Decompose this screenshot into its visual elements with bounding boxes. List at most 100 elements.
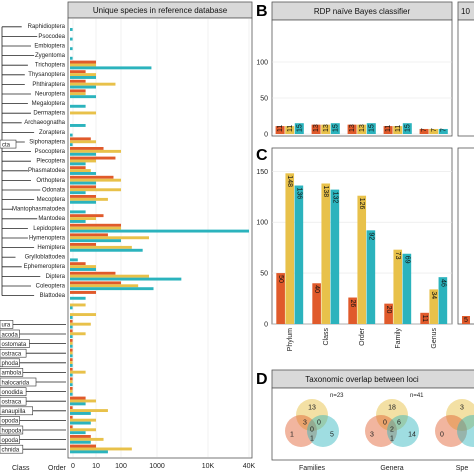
order-label: Coleoptera (36, 283, 66, 289)
panel-b-title: RDP naïve Bayes classifier (314, 7, 411, 16)
panel-c-bar-label: 20 (385, 306, 392, 314)
order-label: Neuroptera (35, 91, 66, 97)
panel-b-bar (393, 126, 403, 134)
class-axis-label: Class (12, 465, 30, 472)
class-label: opoda (2, 419, 19, 425)
panel-a-bar-0 (70, 396, 86, 400)
panel-a-bar-2 (70, 440, 91, 444)
order-label: Raphidioptera (28, 24, 66, 30)
panel-a-bar-1 (70, 188, 121, 192)
panel-b-bar-label: 13 (359, 124, 366, 132)
panel-a-bar-2 (70, 248, 143, 252)
order-label: Hemiptera (37, 245, 65, 251)
panel-b-bar-label: 7 (431, 128, 438, 132)
panel-a-bar-2 (70, 85, 96, 89)
panel-a-bar-0 (70, 60, 96, 64)
insecta-class-label: cta (2, 142, 11, 148)
panel-b-bar (321, 124, 331, 134)
panel-a-bar-1 (70, 217, 96, 221)
panel-a-bar-2 (70, 66, 152, 70)
class-label: ambola (2, 371, 22, 377)
panel-b-bar (402, 123, 412, 134)
panel-c-bar (276, 273, 285, 324)
panel-a-bar-0 (70, 329, 73, 333)
venn-region-value: 1 (310, 436, 314, 443)
class-label-box (0, 329, 20, 339)
panel-b-partial-tick: 10 (461, 7, 470, 16)
panel-a-bar-1 (70, 399, 96, 403)
order-label: Archaeognatha (24, 120, 65, 126)
panel-b-bar (438, 128, 448, 134)
panel-c-ytick: 50 (260, 271, 268, 278)
panel-a-bar-1 (70, 351, 73, 355)
venn-circle-orange (285, 415, 317, 447)
panel-c-bar-label: 138 (322, 185, 329, 197)
panel-a-bar-1 (70, 370, 86, 374)
panel-a-title: Unique species in reference database (93, 6, 228, 15)
panel-a-bar-2 (70, 306, 73, 310)
panel-a-bar-1 (70, 169, 91, 173)
panel-b-bar (383, 126, 393, 134)
panel-c-bar (321, 183, 331, 324)
panel-b-bar-label: 11 (395, 125, 402, 132)
panel-a-bar-0 (70, 387, 73, 390)
panel-a-bar-1 (70, 389, 73, 393)
panel-a-bar-2 (70, 354, 73, 358)
insecta-class-box (0, 139, 17, 149)
panel-a-bar-2 (70, 104, 86, 108)
panel-b-bar (330, 123, 340, 134)
panel-c-xtick: Phylum (287, 328, 294, 352)
order-label: Psocoptera (35, 149, 66, 155)
panel-a-bar-2 (70, 344, 73, 348)
order-label: Odonata (42, 187, 66, 193)
panel-a-bar-0 (70, 223, 121, 227)
panel-a-bar-0 (70, 233, 108, 237)
panel-a-bar-1 (70, 63, 96, 67)
class-label-box (0, 444, 24, 454)
venn-region-value: 3 (303, 420, 307, 427)
panel-a-bar-1 (70, 418, 96, 422)
class-label-box (0, 396, 27, 406)
panel-a-bar-0 (70, 291, 96, 294)
venn-region-value: 14 (408, 432, 416, 439)
class-label-box (0, 425, 24, 435)
panel-c-partial-value: 5 (464, 317, 468, 324)
panel-a-bar-0 (70, 262, 86, 266)
panel-a-bar-0 (70, 79, 86, 83)
panel-a-bar-1 (70, 341, 73, 345)
panel-c-bar (294, 185, 304, 324)
class-label-box (0, 320, 14, 329)
panel-c-bar (312, 283, 321, 324)
panel-a-bar-1 (70, 73, 96, 77)
panel-c-ytick: 0 (264, 322, 268, 329)
panel-a-bar-1 (70, 284, 139, 288)
panel-a-bar-0 (70, 147, 104, 150)
panel-a-bar-1 (70, 197, 108, 201)
class-label: chnida (2, 448, 20, 454)
panel-b-bar-label: 13 (313, 124, 320, 132)
panel-a-bar-2 (70, 335, 73, 339)
panel-a-bar-2 (70, 412, 91, 415)
panel-a-bar-1 (70, 245, 132, 249)
panel-a-bar-0 (70, 89, 86, 93)
panel-b-ytick: 0 (264, 132, 268, 139)
panel-c-bar-label: 148 (286, 175, 293, 187)
panel-b-ytick: 100 (256, 60, 268, 67)
panel-c-bar (402, 253, 412, 324)
panel-a-bar-1 (70, 111, 96, 115)
panel-a-bar-2 (70, 287, 154, 291)
panel-b-ytick: 50 (260, 96, 268, 103)
panel-a-bar-1 (70, 92, 86, 96)
panel-a-bar-2 (70, 268, 96, 271)
panel-c-bar-label: 46 (439, 279, 446, 287)
venn-region-value: 6 (397, 420, 401, 427)
panel-a-bar-0 (70, 415, 73, 419)
panel-a-bar-1 (70, 437, 104, 441)
panel-a-bar-0 (70, 435, 91, 438)
class-label: ostraca (2, 352, 22, 358)
panel-a-bar-1 (70, 313, 96, 317)
order-label: Lepidoptera (33, 226, 65, 232)
panel-a-bar-0 (70, 444, 96, 448)
panel-a-xtick: 0 (71, 463, 75, 470)
panel-c-xtick: Class (323, 328, 330, 346)
